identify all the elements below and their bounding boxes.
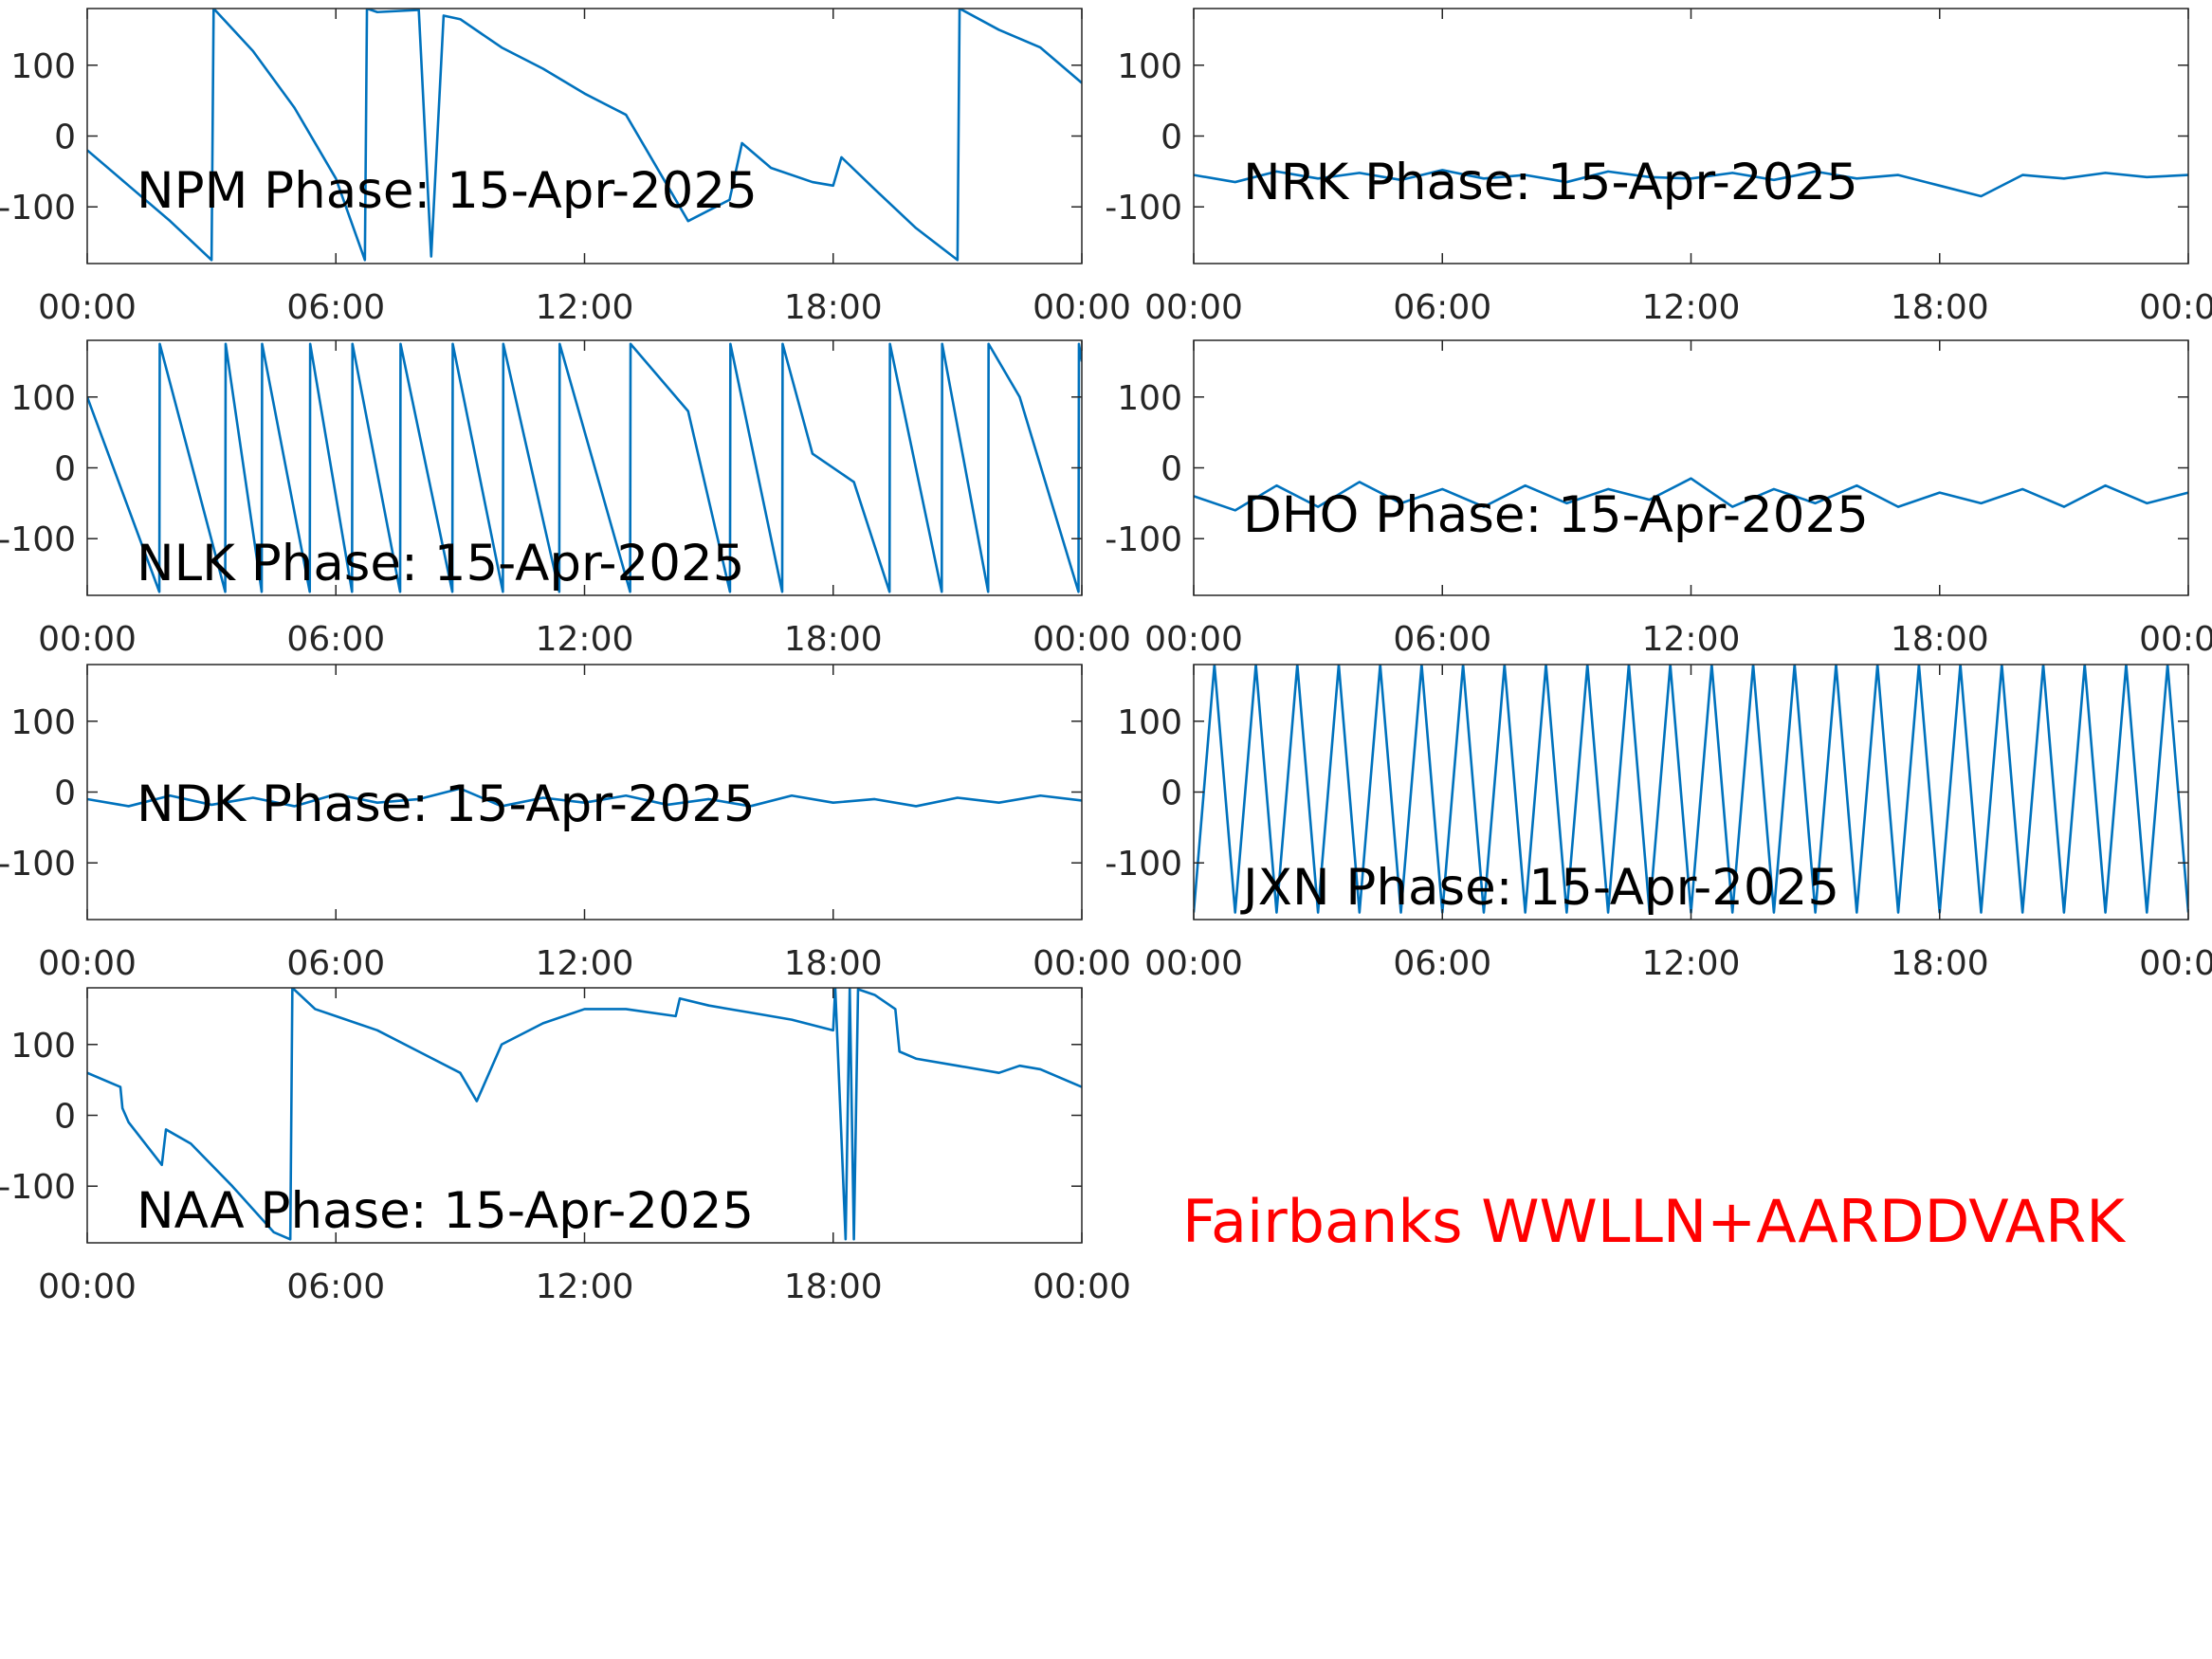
- x-tick-label: 00:00: [1033, 620, 1131, 659]
- x-tick-label: 12:00: [536, 620, 634, 659]
- x-tick-label: 00:00: [1144, 620, 1243, 659]
- x-tick-label: 06:00: [1393, 288, 1491, 327]
- y-tick-label: -100: [0, 845, 76, 884]
- x-tick-label: 00:00: [1144, 944, 1243, 983]
- subplot-title: NLK Phase: 15-Apr-2025: [137, 535, 744, 592]
- y-tick-label: -100: [1105, 189, 1182, 228]
- x-tick-label: 06:00: [286, 288, 385, 327]
- annotation: Fairbanks WWLLN+AARDDVARK: [1182, 1187, 2126, 1256]
- data-line: [87, 787, 1082, 808]
- x-tick-label: 18:00: [784, 288, 883, 327]
- y-tick-label: 100: [1117, 703, 1182, 742]
- y-tick-label: 100: [1117, 379, 1182, 418]
- subplot: -100 0 100 00:00 06:00 12:00 18:00 00:00 NDK Pha…: [0, 664, 1131, 983]
- y-tick-label: 0: [54, 775, 76, 813]
- subplot-title: NDK Phase: 15-Apr-2025: [137, 775, 756, 833]
- x-tick-label: 18:00: [784, 620, 883, 659]
- y-tick-label: 0: [54, 1098, 76, 1137]
- x-tick-label: 00:00: [38, 620, 137, 659]
- x-tick-label: 12:00: [1642, 288, 1741, 327]
- subplot-title: NPM Phase: 15-Apr-2025: [137, 162, 758, 220]
- subplot-title: NRK Phase: 15-Apr-2025: [1243, 154, 1858, 211]
- y-tick-label: 100: [10, 47, 76, 86]
- subplot: -100 0 100 00:00 06:00 12:00 18:00 00:00 NPM Pha…: [0, 8, 1131, 327]
- plot-area: [87, 9, 1082, 264]
- x-tick-label: 18:00: [784, 1267, 883, 1306]
- x-tick-label: 06:00: [1393, 620, 1491, 659]
- y-tick-label: 100: [10, 379, 76, 418]
- x-tick-label: 06:00: [1393, 944, 1491, 983]
- x-tick-label: 00:00: [1033, 1267, 1131, 1306]
- y-tick-label: -100: [1105, 520, 1182, 559]
- x-tick-label: 12:00: [1642, 620, 1741, 659]
- y-tick-label: 0: [1161, 775, 1182, 813]
- x-tick-label: 00:00: [1144, 288, 1243, 327]
- x-tick-label: 00:00: [38, 944, 137, 983]
- plot-area: [87, 988, 1082, 1243]
- x-tick-label: 00:00: [2139, 288, 2212, 327]
- y-tick-label: 0: [54, 450, 76, 489]
- data-line: [87, 988, 1082, 1241]
- y-tick-label: -100: [1105, 845, 1182, 884]
- x-tick-label: 00:00: [1033, 288, 1131, 327]
- x-tick-label: 18:00: [784, 944, 883, 983]
- plot-area: [1194, 9, 2188, 264]
- x-tick-label: 18:00: [1891, 620, 1989, 659]
- y-tick-label: 0: [1161, 450, 1182, 489]
- x-tick-label: 12:00: [536, 1267, 634, 1306]
- subplot-title: DHO Phase: 15-Apr-2025: [1243, 486, 1869, 544]
- data-line: [87, 9, 1082, 262]
- y-tick-label: 100: [10, 1027, 76, 1066]
- x-tick-label: 06:00: [286, 620, 385, 659]
- plot-area: [1194, 665, 2188, 920]
- x-tick-label: 00:00: [38, 288, 137, 327]
- y-tick-label: 0: [54, 118, 76, 157]
- y-tick-label: 100: [1117, 47, 1182, 86]
- subplot: -100 0 100 00:00 06:00 12:00 18:00 00:00 DHO Pha…: [1105, 339, 2212, 659]
- plot-area: [1194, 340, 2188, 595]
- x-tick-label: 00:00: [1033, 944, 1131, 983]
- data-line: [1194, 169, 2188, 198]
- y-tick-label: -100: [0, 1168, 76, 1207]
- x-tick-label: 12:00: [536, 944, 634, 983]
- x-tick-label: 00:00: [2139, 944, 2212, 983]
- subplot-title: JXN Phase: 15-Apr-2025: [1240, 859, 1839, 917]
- y-tick-label: 0: [1161, 118, 1182, 157]
- data-line: [1194, 477, 2188, 512]
- x-tick-label: 00:00: [2139, 620, 2212, 659]
- x-tick-label: 06:00: [286, 944, 385, 983]
- subplot: -100 0 100 00:00 06:00 12:00 18:00 00:00 NRK Pha…: [1105, 8, 2212, 327]
- x-tick-label: 00:00: [38, 1267, 137, 1306]
- y-tick-label: -100: [0, 520, 76, 559]
- x-tick-label: 18:00: [1891, 288, 1989, 327]
- plot-area: [87, 665, 1082, 920]
- subplot: -100 0 100 00:00 06:00 12:00 18:00 00:00 JXN Pha…: [1105, 664, 2212, 983]
- data-line: [87, 342, 1082, 593]
- y-tick-label: 100: [10, 703, 76, 742]
- y-tick-label: -100: [0, 189, 76, 228]
- x-tick-label: 18:00: [1891, 944, 1989, 983]
- x-tick-label: 06:00: [286, 1267, 385, 1306]
- x-tick-label: 12:00: [1642, 944, 1741, 983]
- subplot-title: NAA Phase: 15-Apr-2025: [137, 1182, 754, 1240]
- x-tick-label: 12:00: [536, 288, 634, 327]
